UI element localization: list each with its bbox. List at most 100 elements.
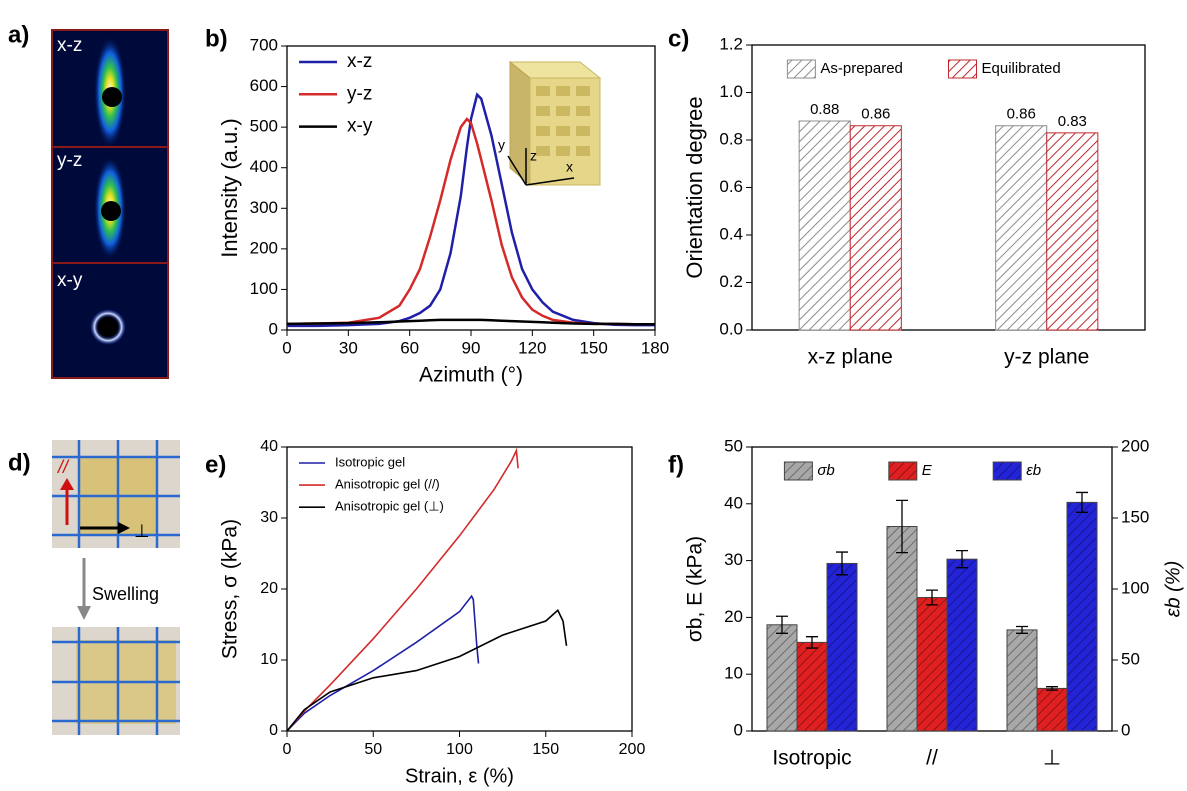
y-tick-label: 30 (724, 550, 743, 569)
inset-cube (507, 60, 602, 187)
y2-tick-label: 100 (1121, 578, 1149, 597)
y-axis-label: σb, E (kPa) (684, 536, 707, 642)
arrow-label: ⊥ (134, 521, 150, 541)
x-tick-label: // (926, 747, 938, 770)
bar (886, 526, 918, 732)
x-tick-label: 180 (641, 338, 669, 357)
x-tick-label: 150 (579, 338, 607, 357)
arrow-label: // (56, 457, 70, 477)
bar (798, 120, 851, 331)
swelling-arrow (77, 558, 91, 620)
bar (826, 562, 858, 732)
y-tick-label: 10 (260, 651, 278, 668)
y-tick-label: 40 (260, 438, 278, 455)
legend-label: Isotropic gel (335, 454, 405, 469)
y-tick-label: 40 (724, 493, 743, 512)
x-axis-label: Strain, ε (%) (405, 765, 514, 787)
y-tick-label: 30 (260, 509, 278, 526)
y2-tick-label: 150 (1121, 507, 1149, 526)
bar (849, 125, 902, 331)
legend-label: y-z (347, 83, 372, 104)
bar (1046, 132, 1099, 331)
y-tick-label: 200 (250, 238, 278, 257)
error-bar (956, 550, 968, 569)
y2-tick-label: 0 (1121, 720, 1130, 739)
y-tick-label: 50 (724, 436, 743, 455)
error-bar (1046, 686, 1058, 691)
y-tick-label: 100 (250, 279, 278, 298)
legend-label: σb (817, 462, 834, 479)
y-tick-label: 0.2 (719, 272, 743, 291)
y-tick-label: 1.0 (719, 82, 743, 101)
line (286, 594, 480, 732)
process-label: Swelling (92, 584, 159, 604)
error-bar (806, 636, 818, 649)
view-label: y-z (57, 150, 82, 171)
panel-label: d) (8, 449, 31, 476)
legend-label: x-y (347, 116, 373, 137)
x-tick-label: 100 (446, 741, 473, 758)
y2-tick-label: 200 (1121, 436, 1149, 455)
error-bar (1016, 625, 1028, 634)
y-tick-label: 300 (250, 198, 278, 217)
bar (946, 558, 978, 732)
y-tick-label: 10 (724, 664, 743, 683)
bar (1036, 687, 1068, 732)
y-tick-label: 0.4 (719, 224, 743, 243)
y-tick-label: 0 (269, 319, 278, 338)
error-bar (776, 615, 788, 634)
error-bar (836, 551, 848, 576)
y-tick-label: 600 (250, 76, 278, 95)
legend-swatch (786, 59, 816, 79)
legend-label: Anisotropic gel (//) (335, 477, 440, 492)
x-tick-label: 200 (619, 741, 646, 758)
legend-swatch (888, 461, 918, 481)
y-tick-label: 500 (250, 117, 278, 136)
legend-label: εb (1026, 462, 1041, 479)
inset-label: z (530, 148, 537, 164)
x-tick-label: 30 (339, 338, 358, 357)
x-tick-label: 60 (400, 338, 419, 357)
legend-label: E (922, 462, 933, 479)
legend-label: x-z (347, 51, 372, 72)
legend-swatch (948, 59, 977, 79)
y-axis-label: Orientation degree (682, 96, 707, 278)
bar (1066, 501, 1098, 732)
data-label: 0.83 (1058, 113, 1087, 130)
inset-label: y (498, 137, 505, 153)
bar (1006, 629, 1038, 732)
x-tick-label: 50 (364, 741, 382, 758)
x-axis-label: Azimuth (°) (419, 364, 523, 387)
legend-label: As-prepared (820, 60, 903, 77)
error-bar (896, 499, 908, 554)
panel-label: f) (668, 451, 684, 478)
line (286, 318, 655, 326)
data-label: 0.88 (810, 101, 839, 118)
data-label: 0.86 (861, 106, 890, 123)
y-tick-label: 0.6 (719, 177, 743, 196)
saxs-images (51, 29, 169, 379)
y-tick-label: 0.0 (719, 319, 743, 338)
panel-label: c) (668, 25, 689, 52)
data-label: 0.86 (1007, 106, 1036, 123)
panel-label: a) (8, 21, 29, 48)
y-tick-label: 0 (734, 720, 743, 739)
line (286, 117, 655, 326)
error-bar (926, 589, 938, 606)
panel-label: b) (205, 25, 228, 52)
legend-label: Equilibrated (982, 60, 1061, 77)
line (286, 447, 519, 732)
x-tick-label: 120 (518, 338, 546, 357)
y-tick-label: 0 (269, 722, 278, 739)
view-label: x-z (57, 35, 82, 56)
photo (52, 627, 180, 735)
inset-label: x (566, 159, 573, 175)
x-tick-label: y-z plane (1004, 346, 1089, 369)
x-tick-label: 90 (462, 338, 481, 357)
x-tick-label: ⊥ (1043, 747, 1061, 770)
y-tick-label: 700 (250, 35, 278, 54)
y2-tick-label: 50 (1121, 649, 1140, 668)
legend-label: Anisotropic gel (⊥) (335, 499, 444, 514)
y2-axis-label: εb (%) (1162, 561, 1184, 618)
